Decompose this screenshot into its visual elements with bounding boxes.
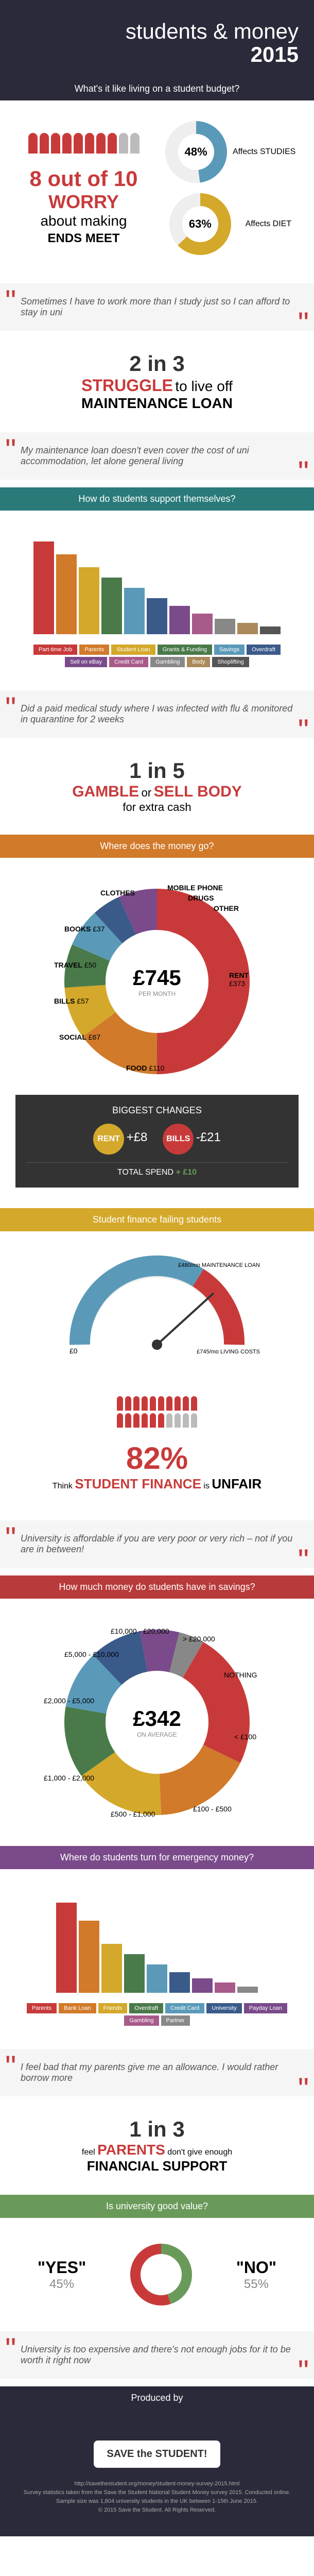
- people-row: [15, 133, 152, 156]
- banner-support: How do students support themselves?: [0, 487, 314, 511]
- footer-logo: SAVE the STUDENT!: [94, 2441, 220, 2468]
- quote-2: My maintenance loan doesn't even cover t…: [0, 432, 314, 480]
- header-year: 2015: [15, 42, 299, 67]
- footer: SAVE the STUDENT! http://savethestudent.…: [0, 2410, 314, 2536]
- studies-donut: 48%: [165, 121, 227, 183]
- banner-savings: How much money do students have in savin…: [0, 1575, 314, 1599]
- worry-stat: 8 out of 10 WORRY about making ENDS MEET: [15, 166, 152, 246]
- header: students & money 2015: [0, 0, 314, 77]
- worry-section: 8 out of 10 WORRY about making ENDS MEET…: [0, 100, 314, 276]
- gamble-stat: 1 in 5 GAMBLE or SELL BODY for extra cas…: [0, 748, 314, 824]
- quote-6: University is too expensive and there's …: [0, 2331, 314, 2379]
- emergency-chart: ParentsBank LoanFriendsOverdraftCredit C…: [0, 1869, 314, 2041]
- banner-value: Is university good value?: [0, 2195, 314, 2218]
- quote-5: I feel bad that my parents give me an al…: [0, 2049, 314, 2096]
- header-title: students & money: [15, 21, 299, 42]
- changes-box: BIGGEST CHANGES RENT +£8BILLS -£21 TOTAL…: [15, 1095, 299, 1188]
- diet-donut: 63%: [169, 193, 231, 255]
- spending-section: £745 PER MONTH RENT £373FOOD £110SOCIAL …: [0, 858, 314, 1208]
- banner-money-go: Where does the money go?: [0, 835, 314, 858]
- parents-stat: 1 in 3 feel PARENTS don't give enough FI…: [0, 2107, 314, 2184]
- banner-failing: Student finance failing students: [0, 1208, 314, 1231]
- savings-section: £342 ON AVERAGE NOTHING< £100£100 - £500…: [0, 1599, 314, 1846]
- banner-emergency: Where do students turn for emergency mon…: [0, 1846, 314, 1869]
- yesno-section: "YES" 45% "NO" 55%: [0, 2233, 314, 2316]
- support-chart: Part-time JobParentsStudent LoanGrants &…: [0, 511, 314, 683]
- unfair-section: 82% Think STUDENT FINANCE is UNFAIR: [0, 1376, 314, 1513]
- quote-4: University is affordable if you are very…: [0, 1520, 314, 1568]
- quote-1: Sometimes I have to work more than I stu…: [0, 283, 314, 331]
- gauge-section: £0 £480/mo MAINTENANCE LOAN £745/mo LIVI…: [0, 1231, 314, 1376]
- banner-produced: Produced by: [0, 2386, 314, 2410]
- quote-3: Did a paid medical study where I was inf…: [0, 690, 314, 738]
- struggle-stat: 2 in 3 STRUGGLE to live off MAINTENANCE …: [0, 341, 314, 422]
- banner-intro: What's it like living on a student budge…: [0, 77, 314, 100]
